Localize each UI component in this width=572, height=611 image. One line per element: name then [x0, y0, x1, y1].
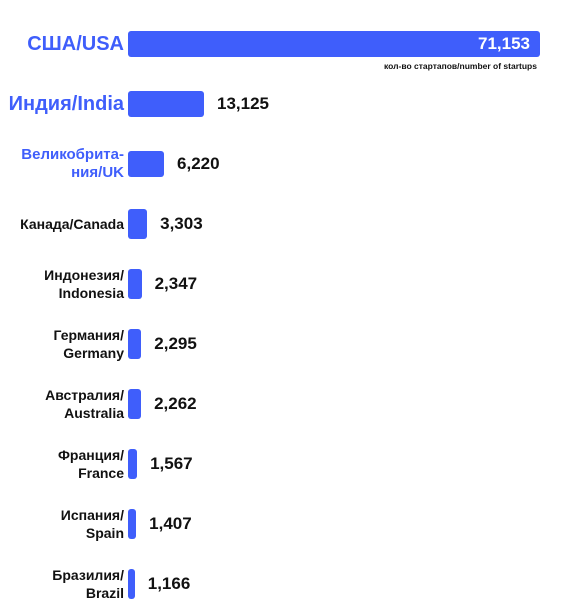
category-label: Канада/Canada — [20, 216, 124, 232]
value-label: 3,303 — [160, 214, 203, 233]
bar — [128, 389, 142, 419]
bar — [128, 31, 540, 57]
bar — [128, 151, 165, 177]
bar — [128, 209, 148, 239]
value-label: 2,347 — [154, 274, 198, 293]
bar — [128, 569, 135, 599]
category-label: Германия/ Germany — [53, 327, 124, 361]
bar — [128, 509, 137, 539]
value-label: 1,166 — [147, 574, 191, 593]
category-label: Испания/ Spain — [60, 507, 124, 541]
category-label: США/USA — [27, 33, 124, 55]
category-label: Великобрита- ния/UK — [21, 146, 124, 181]
category-label: Австралия/ Australia — [45, 387, 124, 421]
value-label: 6,220 — [177, 154, 220, 173]
category-label: Индия/India — [8, 93, 124, 115]
bar — [128, 329, 142, 359]
bar — [128, 449, 138, 479]
value-label: 2,262 — [154, 394, 197, 413]
bar — [128, 269, 142, 299]
category-label: Индонезия/ Indonesia — [44, 267, 124, 301]
bar — [128, 91, 204, 117]
value-label: 1,407 — [149, 514, 192, 533]
value-label: 13,125 — [216, 94, 269, 113]
value-label: 71,153 — [478, 34, 530, 53]
category-label: Франция/ France — [57, 447, 124, 481]
category-label: Бразилия/ Brazil — [52, 567, 124, 601]
value-label: 2,295 — [154, 334, 197, 353]
annotation: кол-во стартапов/number of startups — [384, 61, 537, 71]
value-label: 1,567 — [150, 454, 193, 473]
